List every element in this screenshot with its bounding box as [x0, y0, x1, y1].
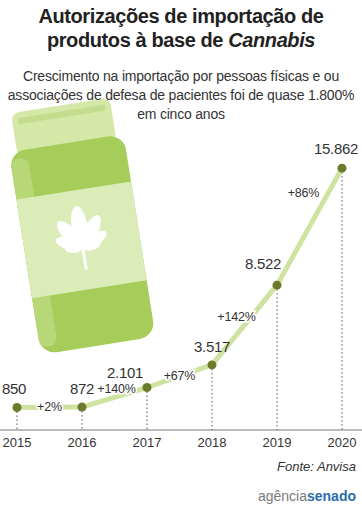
x-tick-label: 2015 [3, 435, 32, 450]
leaf-icon [49, 202, 114, 274]
data-label: 2.101 [107, 364, 143, 381]
data-label: 850 [2, 380, 26, 397]
point [13, 403, 22, 412]
point [208, 360, 217, 369]
annotation: +2% [37, 400, 62, 414]
bottle-cap-ridge [18, 105, 106, 125]
x-tick-label: 2020 [328, 435, 357, 450]
drop-line [212, 365, 213, 430]
drop-line [342, 168, 343, 430]
x-tick-label: 2017 [133, 435, 162, 450]
leaf-stem [81, 248, 87, 270]
point [78, 403, 87, 412]
plot-area [13, 164, 347, 412]
point [143, 383, 152, 392]
annotation: +67% [164, 369, 196, 383]
data-label: 15.862 [314, 140, 358, 157]
data-label: 3.517 [194, 338, 230, 355]
source: Fonte: Anvisa [277, 459, 356, 474]
bottle-label [16, 181, 146, 298]
leaf-blade [54, 234, 84, 253]
data-label: 872 [70, 380, 94, 397]
bottle-body [9, 134, 156, 355]
point [273, 281, 282, 290]
logo: agênciasenado [258, 488, 356, 504]
leaf-blade [53, 217, 88, 253]
title: Autorizações de importação de produtos à… [8, 4, 354, 52]
leaf-blade [65, 243, 84, 253]
annotation: +86% [288, 186, 320, 200]
x-tick-label: 2019 [263, 435, 292, 450]
x-tick-label: 2018 [198, 435, 227, 450]
drop-line [277, 285, 278, 430]
logo-part: senado [307, 488, 356, 504]
point [338, 164, 347, 173]
line [17, 168, 342, 407]
drop-line [147, 388, 148, 430]
subtitle: Crescimento na importação por pessoas fí… [6, 67, 356, 124]
annotation: +140% [97, 382, 135, 396]
bottle-illustration [3, 96, 156, 354]
x-tick-label: 2016 [68, 435, 97, 450]
data-label: 8.522 [245, 255, 281, 272]
logo-part: agência [258, 488, 307, 504]
x-axis [0, 430, 362, 431]
title-italic: Cannabis [228, 29, 315, 51]
annotation: +142% [217, 310, 255, 324]
